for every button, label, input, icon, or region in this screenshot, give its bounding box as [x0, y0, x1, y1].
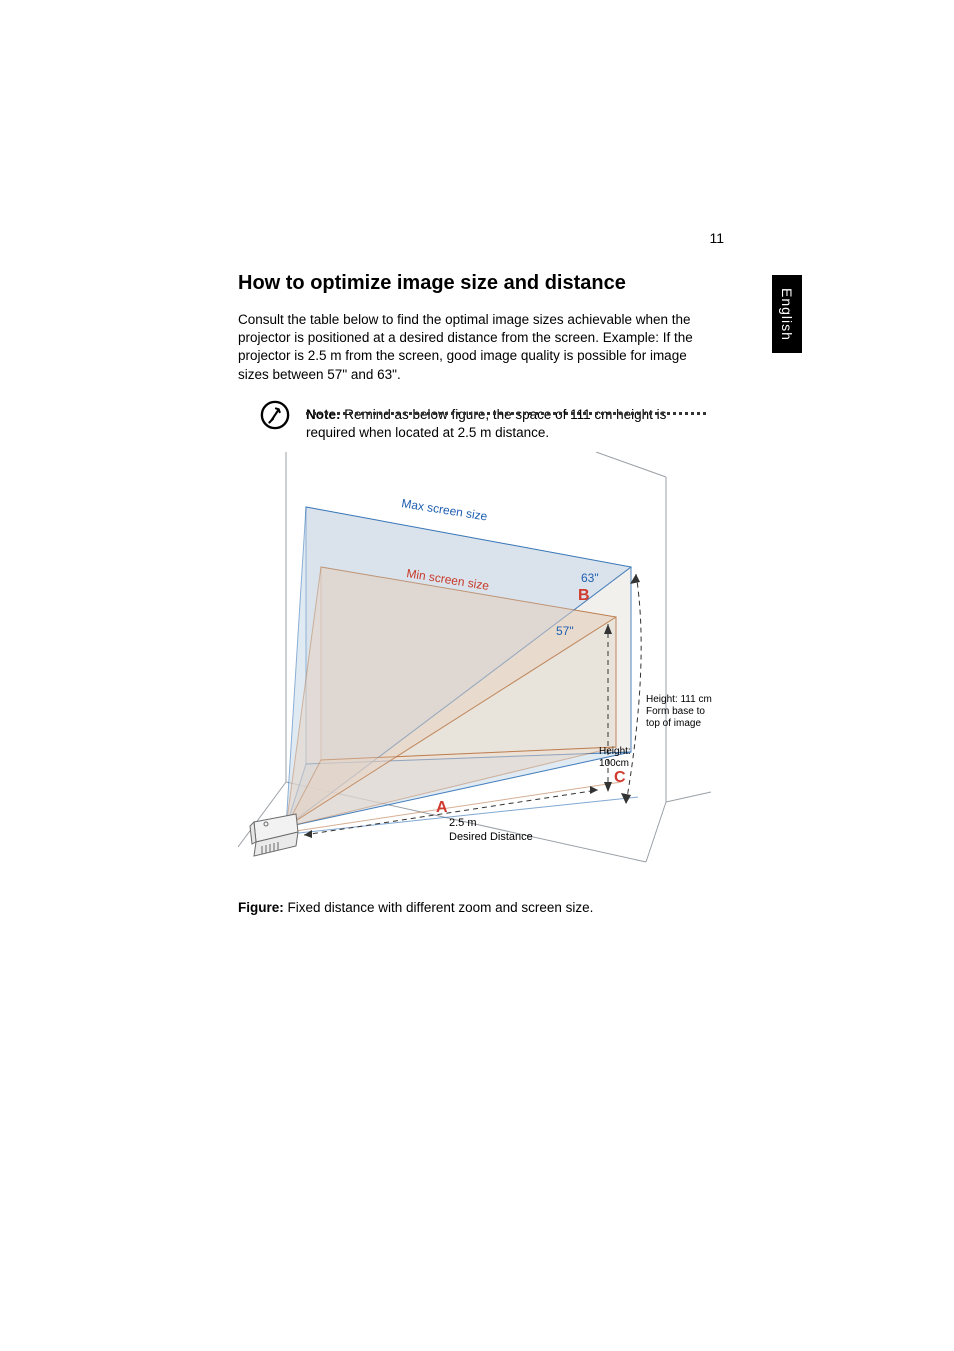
- label-height-max-3: top of image: [646, 718, 701, 729]
- label-height-min-2: 100cm: [599, 758, 629, 769]
- note-divider: [306, 412, 706, 415]
- figure: Max screen size Min screen size 63" 57" …: [238, 452, 718, 882]
- label-distance: Desired Distance: [449, 831, 533, 843]
- marker-c: C: [614, 769, 626, 786]
- content-column: How to optimize image size and distance …: [238, 272, 718, 915]
- label-height-min-1: Height:: [599, 746, 631, 757]
- note-icon: [260, 400, 290, 430]
- language-tab-label: English: [779, 288, 795, 341]
- language-tab: English: [772, 275, 802, 353]
- note-block: Note: Remind as below figure, the space …: [238, 406, 718, 442]
- caption-text: Fixed distance with different zoom and s…: [284, 900, 594, 915]
- caption-label: Figure:: [238, 900, 284, 915]
- marker-b: B: [578, 587, 590, 604]
- section-title: How to optimize image size and distance: [238, 272, 718, 295]
- page: 11 English How to optimize image size an…: [0, 0, 954, 1351]
- label-height-max-2: Form base to: [646, 706, 705, 717]
- label-size-min: 57": [556, 624, 574, 638]
- label-distance-value: 2.5 m: [449, 817, 477, 829]
- page-number: 11: [709, 230, 724, 246]
- label-size-max: 63": [581, 571, 599, 585]
- label-max-screen: Max screen size: [401, 496, 489, 523]
- label-height-max-1: Height: 111 cm: [646, 694, 712, 705]
- figure-caption: Figure: Fixed distance with different zo…: [238, 900, 718, 915]
- intro-paragraph: Consult the table below to find the opti…: [238, 311, 718, 384]
